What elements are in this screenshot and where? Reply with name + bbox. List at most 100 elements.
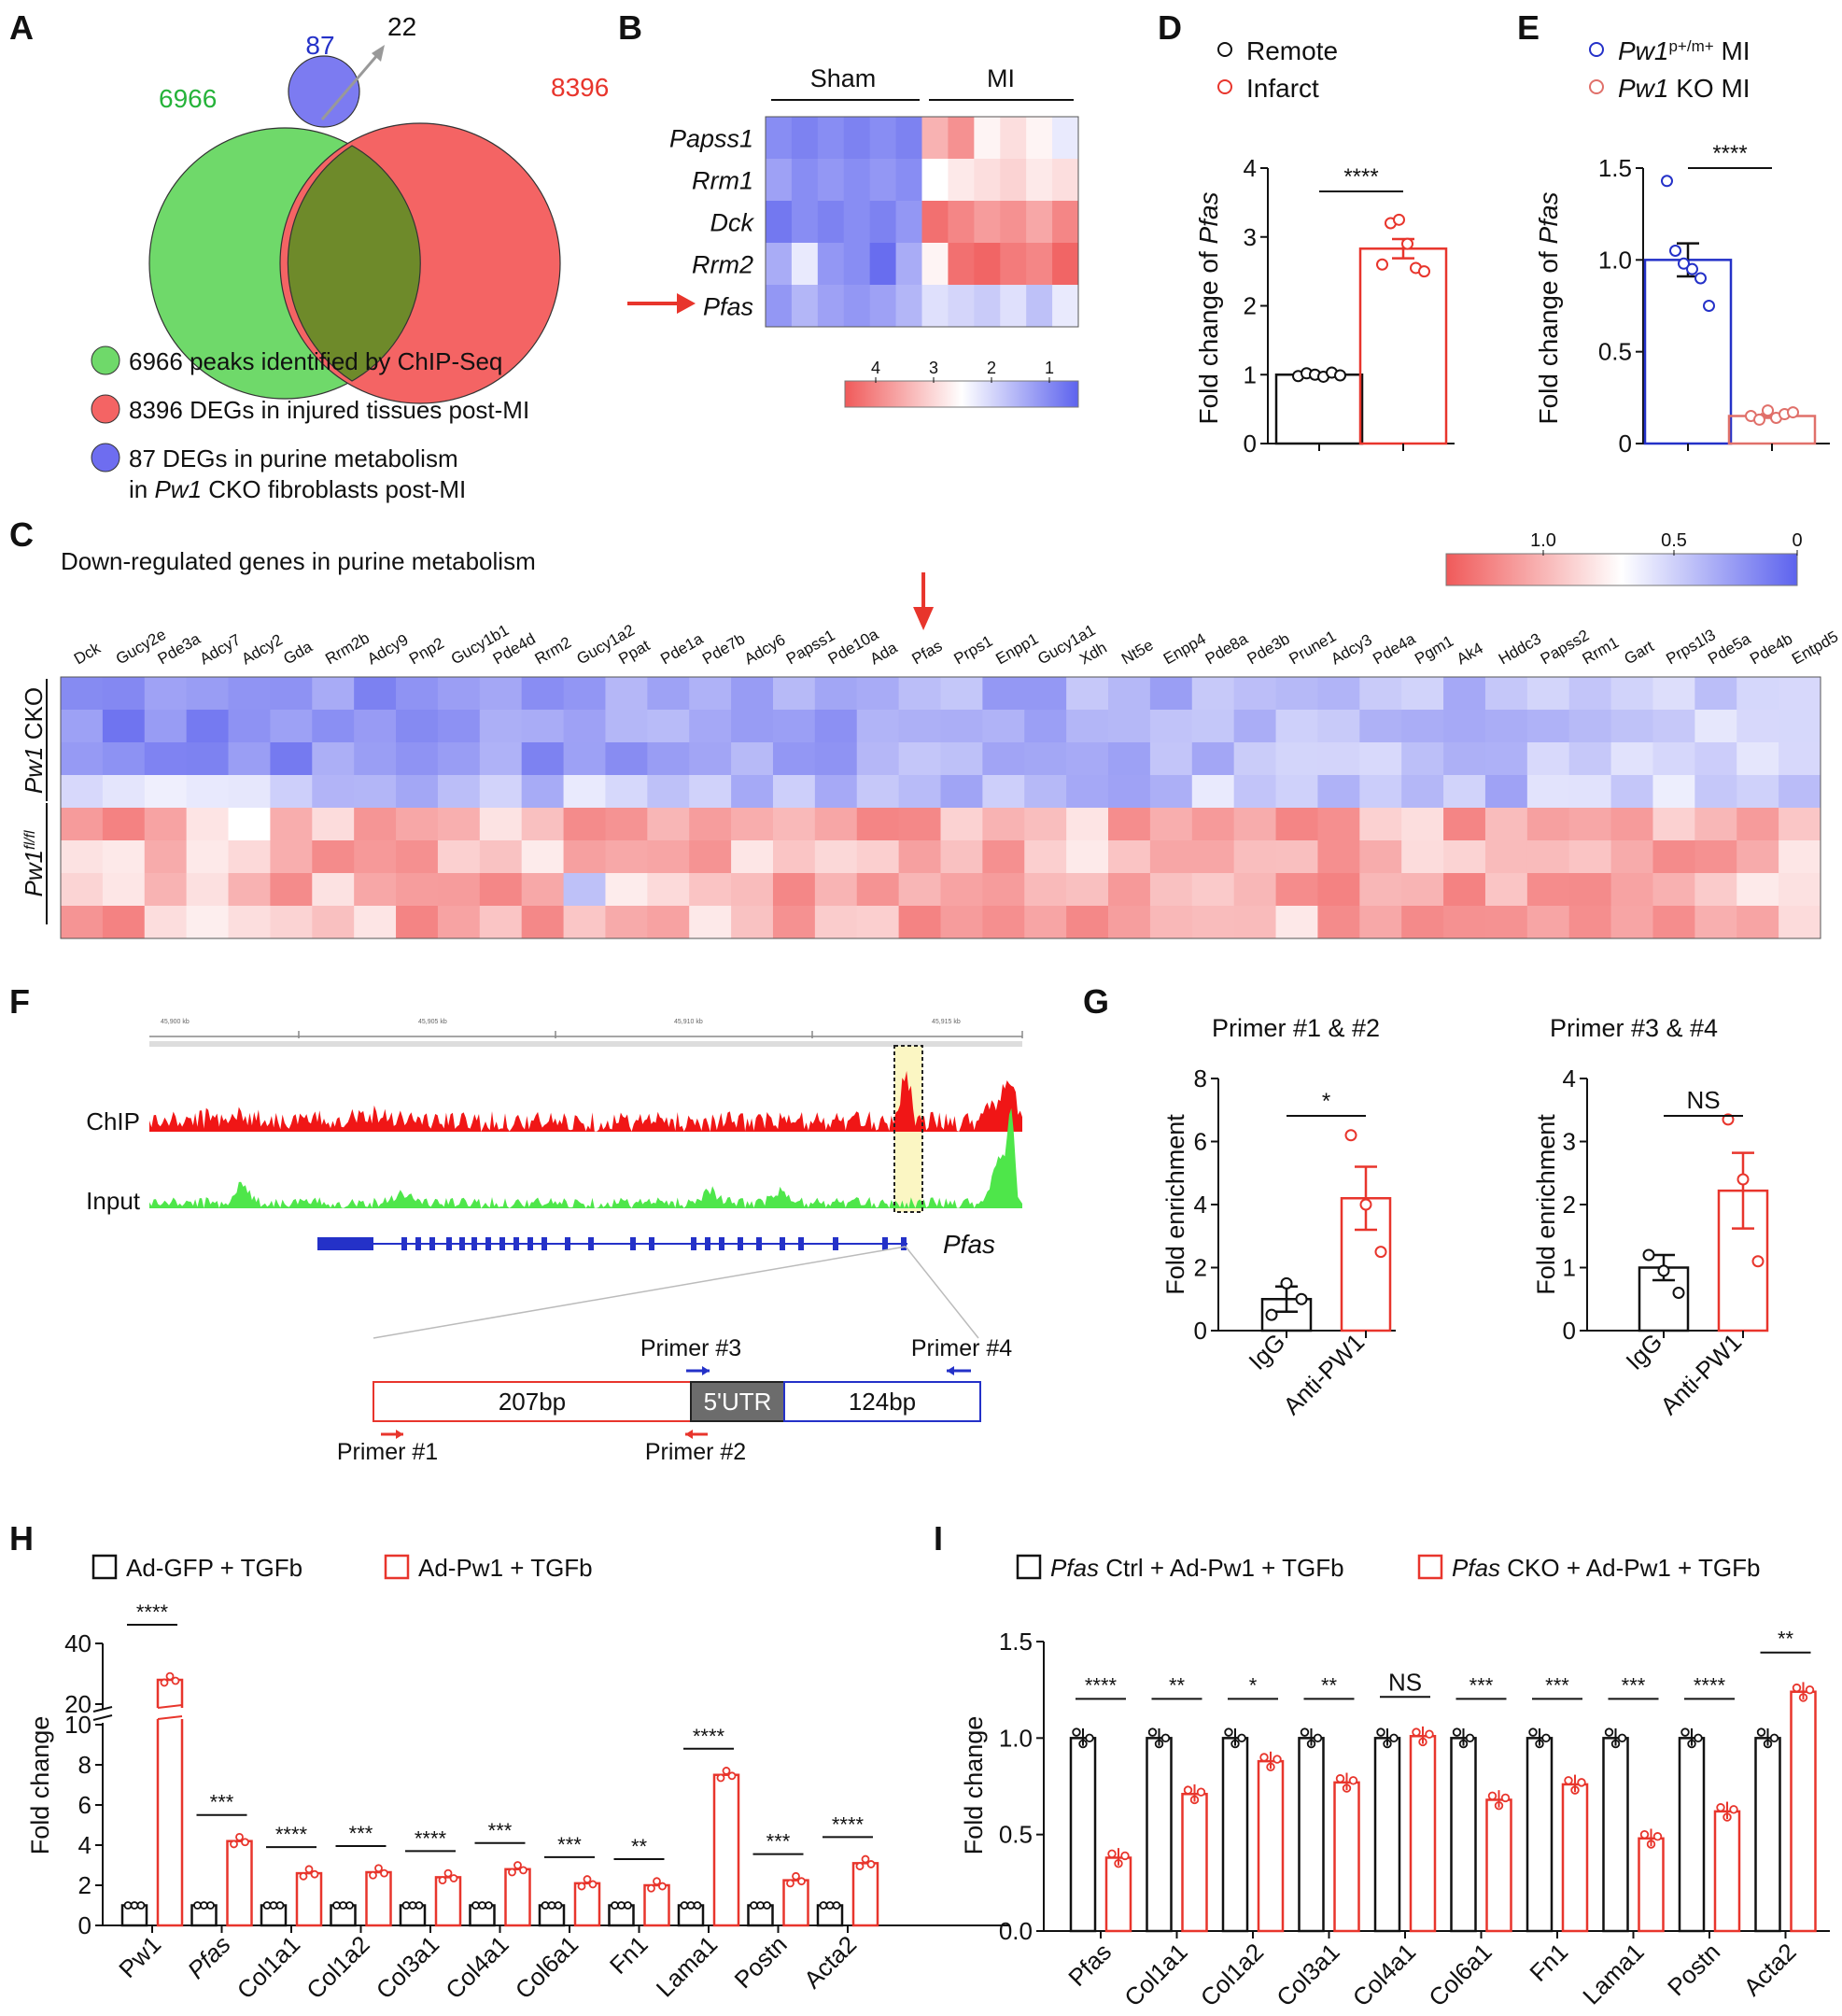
heatmap-c-cell — [1359, 710, 1402, 743]
heatmap-c-cell — [521, 808, 565, 841]
heatmap-c-row-label-cko: Pw1 CKO — [20, 687, 48, 794]
heatmap-b-cell — [843, 201, 871, 244]
primer1-arrow-head — [396, 1430, 403, 1439]
venn-count-deg: 8396 — [551, 73, 609, 102]
y-tick-label: 2 — [1563, 1191, 1576, 1219]
heatmap-c-cell — [186, 906, 230, 939]
data-point — [1805, 1685, 1815, 1695]
data-point — [1359, 1198, 1372, 1211]
bar-0 — [1274, 374, 1364, 445]
heatmap-c-cell — [1108, 710, 1151, 743]
heatmap-c-cell — [521, 906, 565, 939]
primer4-label: Primer #4 — [911, 1335, 1012, 1361]
heatmap-c-cell — [1779, 775, 1821, 809]
heatmap-c-cell — [1317, 840, 1360, 874]
significance-label: **** — [1712, 141, 1747, 166]
heatmap-c-cell — [605, 775, 648, 809]
heatmap-c-gene-label: Enpp4 — [1160, 629, 1209, 668]
heatmap-c-cell — [521, 710, 565, 743]
significance-label: * — [1322, 1089, 1330, 1114]
data-point — [1259, 1753, 1269, 1762]
data-point — [1528, 1727, 1538, 1737]
heatmap-c-cell — [1737, 873, 1779, 907]
bar-0 — [1643, 259, 1733, 445]
heatmap-b-cell — [1026, 243, 1053, 286]
heatmap-c-cell — [898, 710, 941, 743]
y-tick-label: 3 — [1244, 223, 1257, 251]
venn-pointer-line — [320, 53, 380, 120]
heatmap-c-cell — [1401, 742, 1444, 776]
heatmap-c-cell — [689, 840, 732, 874]
heatmap-c-cell — [982, 710, 1025, 743]
heatmap-c-cell — [102, 808, 146, 841]
x-tick-label-i: Pfas — [1062, 1938, 1117, 1992]
label-part: Pw1 — [154, 475, 202, 503]
heatmap-c-cell — [437, 677, 481, 711]
heatmap-b-cell — [895, 243, 922, 286]
heatmap-c-cell — [1401, 808, 1444, 841]
heatmap-b-scalebar — [844, 380, 1079, 408]
heatmap-b-cell — [974, 117, 1001, 160]
heatmap-c-cell — [1317, 677, 1360, 711]
primer3-arrow-head — [702, 1366, 710, 1375]
significance-label: **** — [1085, 1673, 1118, 1697]
data-point — [617, 1901, 626, 1910]
heatmap-c-cell — [1108, 808, 1151, 841]
heatmap-c-cell — [814, 906, 858, 939]
data-point — [1672, 1287, 1685, 1299]
x-tick-label-i: Acta2 — [1738, 1938, 1802, 2001]
gene-model-exon — [401, 1237, 407, 1250]
x-tick-label-g: Anti-PW1 — [1654, 1328, 1747, 1420]
heatmap-b-cell — [869, 117, 897, 160]
heatmap-c-cell — [396, 742, 439, 776]
heatmap-c-cell — [1484, 906, 1528, 939]
heatmap-b-cell — [895, 117, 922, 160]
gene-model-exon — [513, 1237, 519, 1250]
heatmap-b-cell — [766, 243, 793, 286]
y-tick-label: 1.0 — [1598, 246, 1632, 274]
data-point — [408, 1901, 417, 1910]
heatmap-c-cell — [856, 906, 900, 939]
y-tick-label: 4 — [78, 1831, 91, 1859]
heatmap-c-cell — [1191, 775, 1235, 809]
heatmap-c-cell — [144, 710, 188, 743]
heatmap-b-cell — [1000, 285, 1027, 328]
heatmap-c-cell — [940, 873, 983, 907]
data-point — [519, 1866, 527, 1875]
significance-label: **** — [136, 1600, 169, 1624]
axis-break — [92, 1714, 113, 1721]
heatmap-b-cell — [791, 159, 819, 202]
data-point — [1196, 1787, 1206, 1797]
heatmap-c-cell — [228, 677, 271, 711]
heatmap-c-cell — [814, 840, 858, 874]
data-point — [1344, 1129, 1357, 1142]
heatmap-c-cell — [982, 742, 1025, 776]
heatmap-c-cell — [270, 742, 313, 776]
heatmap-c-cell — [1610, 677, 1653, 711]
heatmap-c-cell — [312, 710, 355, 743]
venn-count-purine: 87 — [305, 31, 334, 60]
bar-break — [157, 1715, 183, 1720]
heatmap-c-cell — [270, 677, 313, 711]
heatmap-b-cell — [791, 117, 819, 160]
heatmap-c-gene-label: Gda — [280, 638, 316, 669]
y-tick-label: 1.5 — [1598, 154, 1632, 182]
primer4-arrow-head — [947, 1366, 954, 1375]
primer2-label: Primer #2 — [645, 1439, 746, 1465]
heatmap-c-gene-label: Pgm1 — [1412, 632, 1456, 669]
y-tick-label: 1.0 — [999, 1724, 1033, 1752]
heatmap-c-cell — [647, 710, 690, 743]
significance-label: **** — [693, 1725, 725, 1748]
panel-letter-e: E — [1517, 8, 1540, 47]
data-point — [332, 1901, 341, 1910]
heatmap-c-cell — [1737, 808, 1779, 841]
heatmap-c-cell — [1317, 742, 1360, 776]
heatmap-c-cell — [479, 742, 523, 776]
heatmap-c-cell — [1317, 808, 1360, 841]
heatmap-c-cell — [1443, 742, 1486, 776]
x-tick-label-h: Acta2 — [798, 1930, 862, 1994]
heatmap-c-cell — [982, 906, 1025, 939]
heatmap-c-cell — [521, 677, 565, 711]
data-point — [1787, 406, 1799, 419]
data-point — [750, 1901, 758, 1910]
